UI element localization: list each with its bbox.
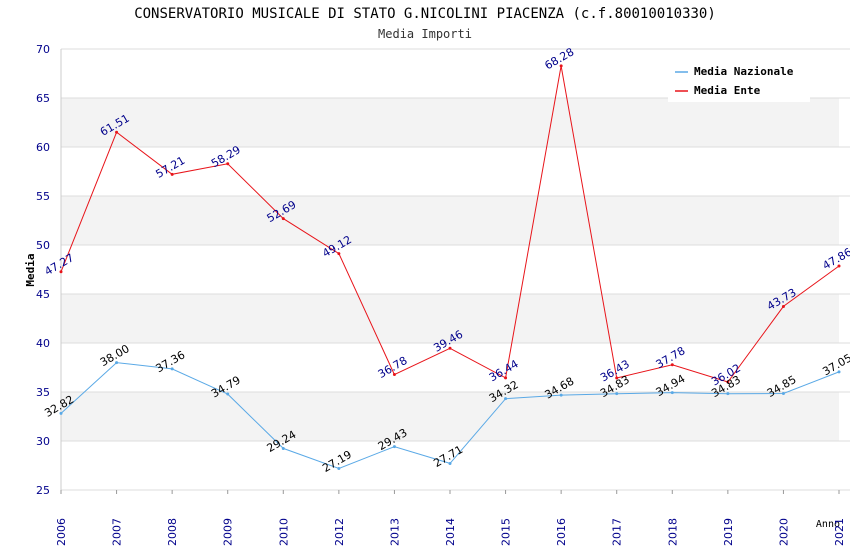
data-point bbox=[59, 270, 63, 274]
legend-label-media-ente: Media Ente bbox=[694, 84, 761, 97]
legend-box bbox=[668, 60, 810, 102]
x-tick-label: 2015 bbox=[500, 518, 513, 546]
data-label: 57.21 bbox=[154, 154, 188, 181]
y-tick-label: 55 bbox=[36, 190, 50, 203]
data-point bbox=[504, 397, 508, 401]
data-point bbox=[448, 346, 452, 350]
data-point bbox=[226, 162, 230, 166]
data-point bbox=[392, 373, 396, 377]
x-tick-label: 2021 bbox=[833, 518, 846, 546]
data-point bbox=[781, 391, 785, 395]
x-tick-label: 2008 bbox=[166, 518, 179, 546]
data-point bbox=[726, 392, 730, 396]
chart-title: CONSERVATORIO MUSICALE DI STATO G.NICOLI… bbox=[134, 6, 716, 22]
y-tick-label: 50 bbox=[36, 239, 50, 252]
data-point bbox=[448, 461, 452, 465]
data-label: 37.36 bbox=[154, 348, 188, 375]
y-tick-label: 70 bbox=[36, 43, 50, 56]
data-point bbox=[670, 363, 674, 367]
data-point bbox=[170, 172, 174, 176]
x-tick-label: 2014 bbox=[444, 518, 457, 546]
data-point bbox=[115, 130, 119, 134]
data-label: 36.78 bbox=[376, 354, 410, 381]
grid-band bbox=[61, 294, 839, 343]
data-point bbox=[337, 467, 341, 471]
data-label: 47.27 bbox=[42, 251, 76, 278]
grid-band bbox=[61, 196, 839, 245]
grid-band bbox=[61, 392, 839, 441]
legend: Media Nazionale Media Ente bbox=[668, 60, 810, 102]
x-tick-label: 2006 bbox=[55, 518, 68, 546]
y-tick-label: 45 bbox=[36, 288, 50, 301]
y-tick-label: 25 bbox=[36, 484, 50, 497]
legend-label-media-nazionale: Media Nazionale bbox=[694, 65, 794, 78]
x-tick-label: 2019 bbox=[722, 518, 735, 546]
data-point bbox=[837, 370, 841, 374]
data-point bbox=[392, 445, 396, 449]
x-tick-label: 2017 bbox=[611, 518, 624, 546]
y-tick-labels: 25 30 35 40 45 50 55 60 65 70 bbox=[36, 43, 50, 497]
grid-band bbox=[61, 98, 839, 147]
data-point bbox=[615, 376, 619, 380]
x-tick-label: 2010 bbox=[277, 518, 290, 546]
data-point bbox=[559, 393, 563, 397]
data-point bbox=[281, 446, 285, 450]
data-label: 37.78 bbox=[654, 344, 688, 371]
data-point bbox=[670, 391, 674, 395]
data-label: 27.71 bbox=[431, 443, 465, 470]
data-point bbox=[170, 367, 174, 371]
data-point bbox=[59, 411, 63, 415]
grid-bands bbox=[61, 98, 839, 441]
data-label: 27.19 bbox=[320, 448, 354, 475]
data-point bbox=[781, 304, 785, 308]
x-tick-labels: 2006 2007 2008 2009 2010 2012 2013 2014 2015 2016… bbox=[55, 518, 846, 546]
data-point bbox=[559, 64, 563, 68]
data-label: 37.05 bbox=[820, 351, 850, 378]
data-point bbox=[837, 264, 841, 268]
data-point bbox=[337, 252, 341, 256]
y-tick-label: 30 bbox=[36, 435, 50, 448]
x-tick-label: 2013 bbox=[388, 518, 401, 546]
x-tick-label: 2007 bbox=[111, 518, 124, 546]
x-tick-label: 2020 bbox=[777, 518, 790, 546]
x-tick-label: 2018 bbox=[666, 518, 679, 546]
y-tick-label: 35 bbox=[36, 386, 50, 399]
x-tick-label: 2016 bbox=[555, 518, 568, 546]
chart-subtitle: Media Importi bbox=[378, 27, 472, 41]
data-point bbox=[115, 361, 119, 365]
x-tick-label: 2012 bbox=[333, 518, 346, 546]
y-axis-title: Media bbox=[24, 253, 37, 286]
data-point bbox=[615, 392, 619, 396]
y-tick-label: 65 bbox=[36, 92, 50, 105]
data-point bbox=[726, 380, 730, 384]
series-lines bbox=[59, 64, 841, 471]
y-tick-label: 40 bbox=[36, 337, 50, 350]
data-label: 38.00 bbox=[98, 342, 132, 369]
x-tick-label: 2009 bbox=[222, 518, 235, 546]
data-point bbox=[504, 376, 508, 380]
grid-lines bbox=[60, 48, 850, 494]
data-point bbox=[281, 217, 285, 221]
data-label: 36.44 bbox=[487, 357, 521, 384]
y-tick-label: 60 bbox=[36, 141, 50, 154]
data-point bbox=[226, 392, 230, 396]
x-axis-title: Anno bbox=[816, 519, 840, 530]
